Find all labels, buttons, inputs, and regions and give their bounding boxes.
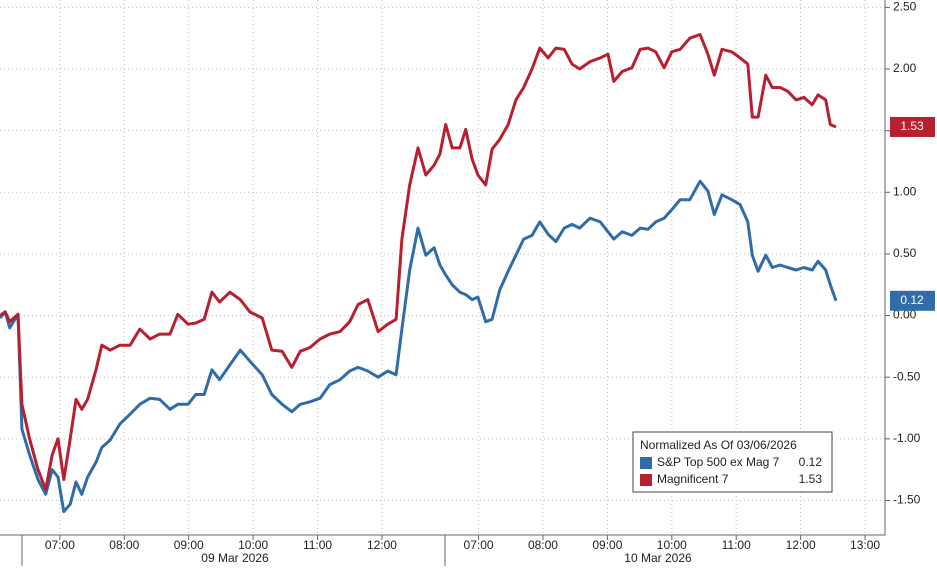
legend-swatch	[640, 457, 652, 469]
legend-value: 0.12	[799, 455, 823, 469]
legend-label: S&P Top 500 ex Mag 7	[657, 455, 780, 469]
x-tick-label: 07:00	[45, 538, 75, 552]
x-tick-label: 09:00	[174, 538, 204, 552]
x-tick-label: 08:00	[109, 538, 139, 552]
series-line	[0, 33, 837, 491]
x-tick-label: 10:00	[238, 538, 268, 552]
series-line	[0, 179, 838, 514]
last-value-badge	[890, 290, 935, 311]
y-tick-label: 2.50	[893, 0, 917, 14]
last-value-badge	[890, 116, 935, 137]
x-tick-label: 12:00	[367, 538, 397, 552]
legend-value: 1.53	[799, 472, 823, 486]
legend-swatch	[640, 474, 652, 486]
y-tick-label: 1.00	[893, 184, 917, 198]
last-value-label: 0.12	[900, 293, 924, 307]
x-tick-label: 09:00	[592, 538, 622, 552]
y-tick-label: 2.00	[893, 61, 917, 75]
x-tick-label: 08:00	[528, 538, 558, 552]
x-tick-label: 10:00	[657, 538, 687, 552]
x-tick-label: 11:00	[303, 538, 332, 552]
y-tick-label: 0.50	[893, 246, 917, 260]
legend-title: Normalized As Of 03/06/2026	[640, 438, 797, 452]
legend-label: Magnificent 7	[657, 472, 729, 486]
y-tick-label: 0.00	[893, 308, 917, 322]
y-tick-label: -1.00	[893, 431, 921, 445]
x-tick-label: 12:00	[786, 538, 816, 552]
y-tick-label: -0.50	[893, 369, 921, 383]
x-tick-label: 07:00	[464, 538, 494, 552]
date-label: 09 Mar 2026	[201, 551, 269, 565]
x-tick-label: 13:00	[850, 538, 880, 552]
last-value-label: 1.53	[900, 119, 924, 133]
y-tick-label: -1.50	[893, 493, 921, 507]
x-tick-label: 11:00	[722, 538, 751, 552]
legend-box	[632, 431, 833, 493]
date-label: 10 Mar 2026	[624, 551, 692, 565]
